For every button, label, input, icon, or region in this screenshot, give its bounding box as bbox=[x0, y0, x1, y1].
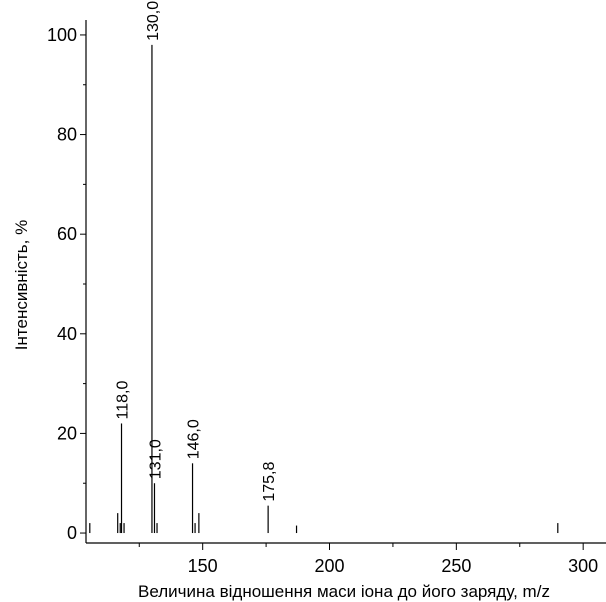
x-tick-label: 250 bbox=[441, 556, 471, 576]
peak-label: 175,8 bbox=[261, 462, 278, 502]
y-tick-label: 20 bbox=[57, 423, 77, 443]
x-tick-label: 200 bbox=[314, 556, 344, 576]
x-tick-label: 150 bbox=[188, 556, 218, 576]
peak-label: 146,0 bbox=[186, 419, 203, 459]
y-axis-title: Інтенсивність, % bbox=[12, 220, 31, 350]
peaks: 118,0 130,0 131,0 146,0 175,8 bbox=[89, 1, 559, 534]
x-axis: 150 200 250 300 bbox=[86, 542, 606, 576]
y-axis: 0 20 40 60 80 100 bbox=[47, 20, 87, 543]
x-tick-label: 300 bbox=[568, 556, 598, 576]
y-tick-label: 80 bbox=[57, 125, 77, 145]
y-tick-label: 40 bbox=[57, 324, 77, 344]
peak-label: 130,0 bbox=[145, 1, 162, 41]
y-tick-label: 0 bbox=[67, 523, 77, 543]
y-tick-label: 60 bbox=[57, 224, 77, 244]
x-axis-title: Величина відношення маси іона до його за… bbox=[138, 582, 550, 601]
peak-label: 131,0 bbox=[147, 439, 164, 479]
y-tick-label: 100 bbox=[47, 25, 77, 45]
peak-label: 118,0 bbox=[115, 381, 132, 420]
